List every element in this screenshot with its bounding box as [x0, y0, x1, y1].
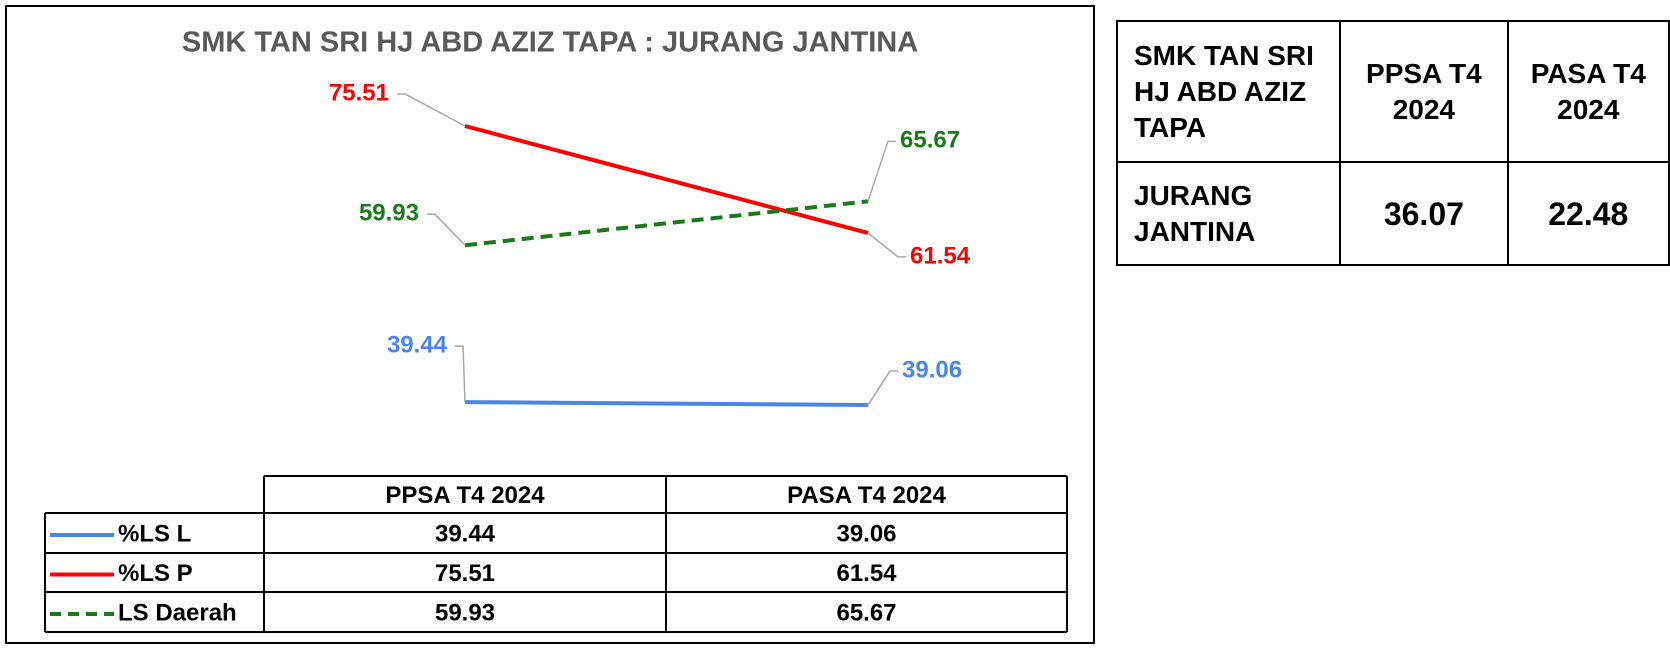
leader-line	[455, 345, 466, 403]
series-line	[464, 199, 869, 248]
chart-title: SMK TAN SRI HJ ABD AZIZ TAPA : JURANG JA…	[182, 27, 918, 59]
leader-line	[867, 370, 898, 406]
table-cell: 61.54	[836, 560, 897, 587]
data-label: 39.44	[387, 331, 448, 358]
leader-line	[427, 213, 466, 246]
table-header: PASA T4 2024	[787, 482, 946, 509]
table-header: SMK TAN SRI HJ ABD AZIZ TAPA	[1115, 20, 1342, 163]
table-cell: 65.67	[836, 599, 896, 626]
summary-table: SMK TAN SRI HJ ABD AZIZ TAPA PPSA T4 202…	[1115, 20, 1670, 266]
leader-line	[867, 140, 896, 202]
table-cell: 39.44	[435, 520, 496, 547]
data-label: 75.51	[329, 79, 389, 106]
table-header: PASA T4 2024	[1506, 20, 1670, 163]
table-cell: JURANG JANTINA	[1115, 161, 1342, 266]
chart: SMK TAN SRI HJ ABD AZIZ TAPA : JURANG JA…	[5, 5, 1095, 644]
leader-line	[867, 232, 906, 258]
legend-label: LS Daerah	[118, 599, 237, 626]
legend-label: %LS P	[118, 560, 193, 587]
table-cell: 75.51	[435, 560, 495, 587]
leader-line	[397, 93, 466, 127]
data-label: 61.54	[910, 242, 971, 269]
table-header: PPSA T4 2024	[385, 482, 545, 509]
data-label: 39.06	[902, 356, 962, 383]
chart-border	[5, 5, 1095, 644]
data-label: 65.67	[900, 127, 960, 154]
series-line	[464, 400, 869, 407]
table-cell: 22.48	[1506, 161, 1670, 266]
data-label: 59.93	[359, 200, 419, 227]
legend-label: %LS L	[118, 520, 191, 547]
table-header: PPSA T4 2024	[1339, 20, 1509, 163]
table-cell: 39.06	[836, 520, 896, 547]
table-cell: 59.93	[435, 599, 495, 626]
series-line	[464, 124, 869, 235]
table-cell: 36.07	[1339, 161, 1509, 266]
